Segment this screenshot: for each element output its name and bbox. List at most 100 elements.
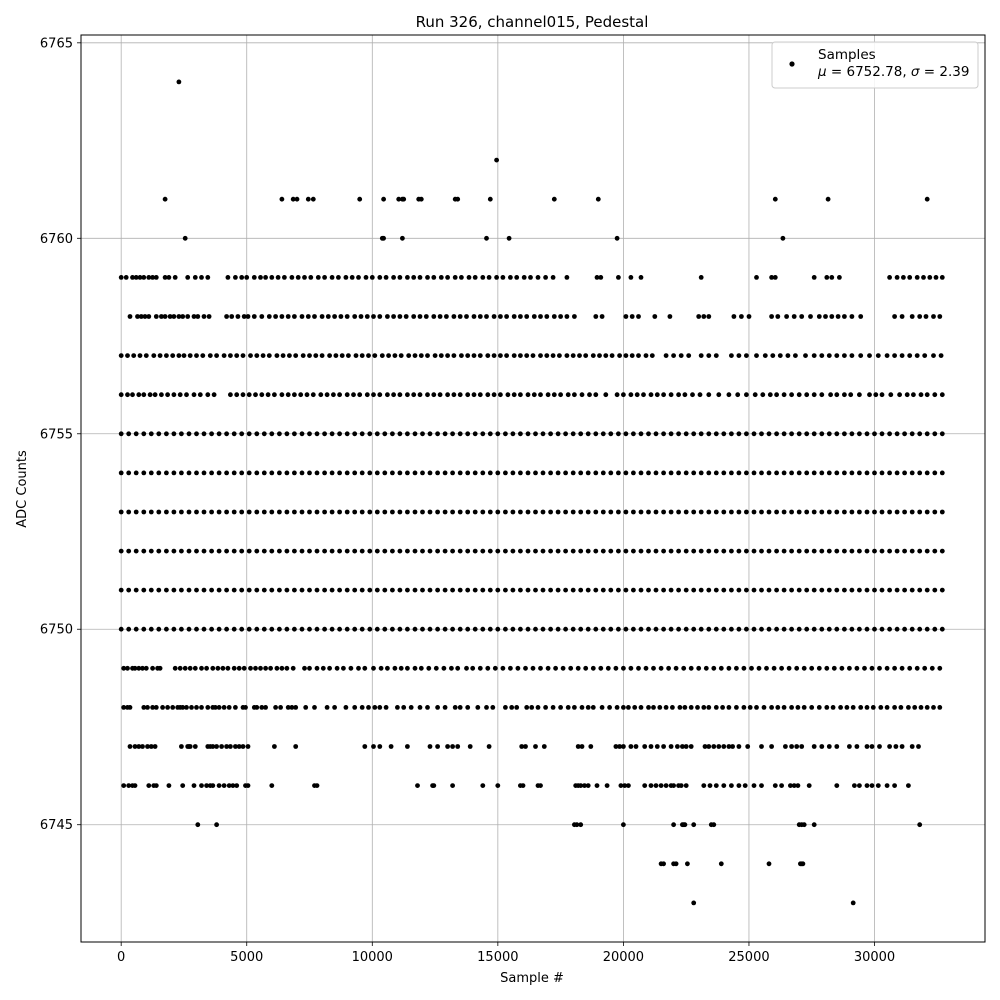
- data-point: [548, 587, 553, 593]
- data-point: [894, 431, 900, 437]
- data-point: [246, 392, 252, 398]
- data-point: [518, 392, 523, 398]
- x-tick-label: 30000: [854, 950, 895, 965]
- data-point: [307, 431, 312, 437]
- data-point: [285, 705, 291, 710]
- data-point: [884, 353, 890, 358]
- data-point: [774, 587, 779, 593]
- data-point: [425, 353, 430, 358]
- data-point: [172, 665, 178, 671]
- data-point: [555, 509, 561, 515]
- data-point: [442, 548, 448, 554]
- data-point: [156, 626, 162, 632]
- data-point: [872, 470, 877, 476]
- data-point: [199, 275, 204, 280]
- data-point: [541, 744, 547, 749]
- data-point: [292, 626, 297, 632]
- data-point: [538, 392, 543, 398]
- data-point: [781, 587, 787, 593]
- data-point: [809, 665, 815, 671]
- data-point: [721, 431, 727, 437]
- data-point: [613, 744, 619, 749]
- data-point: [646, 470, 651, 476]
- data-point: [804, 626, 810, 632]
- data-point: [491, 353, 497, 358]
- data-point: [133, 626, 139, 632]
- data-point: [570, 353, 576, 358]
- data-point: [329, 509, 335, 515]
- data-point: [775, 314, 781, 319]
- data-point: [917, 470, 923, 476]
- data-point: [939, 431, 945, 437]
- data-point: [269, 470, 275, 476]
- data-point: [435, 587, 440, 593]
- data-point: [713, 705, 719, 710]
- data-point: [231, 587, 237, 593]
- data-point: [917, 626, 923, 632]
- data-point: [442, 470, 448, 476]
- data-point: [140, 665, 145, 671]
- data-point: [608, 587, 614, 593]
- data-point: [543, 275, 548, 280]
- data-point: [147, 392, 153, 398]
- data-point: [465, 548, 471, 554]
- data-point: [894, 626, 900, 632]
- y-tick-label: 6745: [40, 818, 73, 833]
- data-point: [649, 353, 655, 358]
- chart-title: Run 326, channel015, Pedestal: [416, 13, 649, 31]
- data-point: [801, 665, 807, 671]
- data-point: [729, 431, 734, 437]
- data-point: [364, 314, 370, 319]
- data-point: [314, 626, 320, 632]
- data-point: [230, 783, 236, 788]
- data-point: [382, 509, 388, 515]
- data-point: [555, 548, 561, 554]
- data-point: [857, 431, 862, 437]
- data-point: [465, 509, 471, 515]
- data-point: [314, 587, 320, 593]
- data-point: [450, 744, 455, 749]
- data-point: [603, 353, 609, 358]
- data-point: [477, 665, 483, 671]
- data-point: [224, 470, 230, 476]
- data-point: [718, 861, 724, 867]
- data-point: [472, 587, 478, 593]
- data-point: [293, 705, 299, 710]
- data-point: [442, 705, 448, 710]
- data-point: [495, 587, 501, 593]
- data-point: [775, 705, 781, 710]
- data-point: [457, 548, 463, 554]
- data-point: [691, 548, 697, 554]
- data-point: [892, 783, 897, 788]
- data-point: [754, 705, 759, 710]
- data-point: [279, 196, 285, 202]
- data-point: [246, 470, 252, 476]
- data-point: [333, 353, 339, 358]
- data-point: [668, 587, 674, 593]
- data-point: [398, 353, 404, 358]
- data-point: [150, 705, 156, 710]
- data-point: [616, 431, 621, 437]
- data-point: [195, 314, 201, 319]
- data-point: [540, 509, 546, 515]
- data-point: [141, 392, 147, 398]
- data-point: [254, 548, 260, 554]
- data-point: [118, 392, 124, 398]
- data-point: [835, 314, 841, 319]
- data-point: [578, 509, 584, 515]
- data-point: [600, 509, 606, 515]
- data-point: [844, 705, 850, 710]
- data-point: [770, 353, 776, 358]
- data-point: [480, 626, 486, 632]
- data-point: [431, 783, 437, 788]
- data-point: [391, 392, 396, 398]
- data-point: [623, 314, 629, 319]
- data-point: [495, 783, 501, 788]
- data-point: [224, 744, 230, 749]
- data-point: [277, 509, 282, 515]
- data-point: [525, 587, 531, 593]
- data-point: [518, 548, 523, 554]
- data-point: [759, 548, 764, 554]
- data-point: [616, 548, 621, 554]
- data-point: [548, 626, 553, 632]
